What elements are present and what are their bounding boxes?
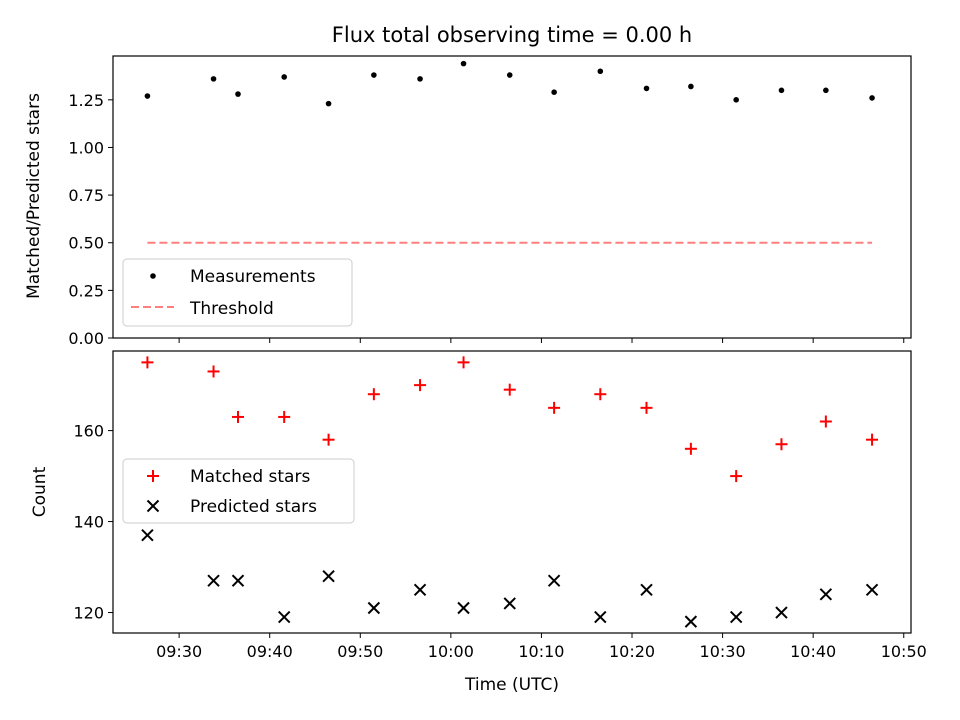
- predicted-star-point: [684, 615, 698, 628]
- measurement-point: [506, 72, 513, 78]
- matched-star-point: [730, 470, 743, 483]
- x-tick-label: 09:40: [247, 642, 293, 661]
- x-tick-label: 10:40: [790, 642, 836, 661]
- matched-star-point: [414, 379, 427, 392]
- measurement-point: [643, 85, 650, 92]
- measurement-point: [210, 76, 217, 82]
- measurements-series: [144, 60, 875, 107]
- legend-predicted-marker: [146, 499, 160, 513]
- top-y-tick-label: 0.25: [68, 281, 104, 300]
- measurement-point: [597, 68, 604, 75]
- matched-star-point: [684, 442, 697, 455]
- top-panel: Flux total observing time = 0.00 h Match…: [24, 23, 912, 348]
- top-y-tick-label: 1.25: [68, 91, 104, 110]
- matched-star-point: [866, 433, 879, 446]
- top-legend-box: [122, 258, 353, 327]
- bottom-y-tick-label: 120: [73, 604, 104, 623]
- bottom-y-tick-label: 140: [73, 513, 104, 532]
- x-axis-label: Time (UTC): [464, 675, 559, 695]
- bottom-y-axis: 120 140 160: [73, 422, 113, 623]
- top-y-tick-label: 0.75: [68, 186, 104, 205]
- predicted-stars-series: [141, 529, 879, 628]
- top-plot-frame: [112, 55, 912, 339]
- top-y-tick-label: 1.00: [68, 138, 104, 157]
- predicted-star-point: [594, 610, 607, 624]
- matched-star-point: [367, 388, 380, 401]
- x-tick-label: 10:20: [609, 642, 655, 661]
- chart-title: Flux total observing time = 0.00 h: [332, 23, 692, 47]
- matched-star-point: [775, 438, 788, 451]
- measurement-point: [733, 97, 739, 103]
- top-y-axis: 0.00 0.25 0.50 0.75 1.00 1.25: [68, 91, 113, 348]
- predicted-star-point: [775, 606, 788, 619]
- measurement-point: [235, 91, 241, 97]
- matched-stars-series: [141, 356, 879, 483]
- bottom-y-tick-label: 160: [73, 422, 104, 441]
- predicted-star-point: [640, 583, 653, 596]
- matched-star-point: [640, 401, 653, 414]
- predicted-star-point: [141, 529, 154, 542]
- measurement-point: [144, 93, 151, 99]
- top-y-tick-label: 0.00: [68, 329, 104, 348]
- matched-star-point: [594, 388, 607, 401]
- matched-star-point: [548, 401, 561, 414]
- predicted-star-point: [547, 574, 561, 587]
- predicted-star-point: [819, 588, 833, 601]
- measurement-point: [551, 89, 557, 96]
- predicted-star-point: [503, 597, 516, 610]
- matched-star-point: [503, 383, 516, 396]
- bottom-panel: 120 140 160 09:30 09:40 09:50 10:00 10:10 10:20…: [30, 350, 927, 695]
- x-tick-label: 10:30: [700, 642, 746, 661]
- legend-measurements-label: Measurements: [190, 267, 316, 287]
- legend-matched-label: Matched stars: [190, 467, 310, 487]
- x-tick-label: 10:50: [881, 642, 927, 661]
- x-tick-label: 10:10: [518, 642, 564, 661]
- legend-measurements-marker: [150, 273, 156, 279]
- legend-predicted-label: Predicted stars: [190, 497, 317, 517]
- measurement-point: [460, 60, 467, 67]
- measurement-point: [371, 72, 377, 78]
- x-tick-label: 10:00: [428, 642, 474, 661]
- matched-star-point: [322, 433, 335, 446]
- measurement-point: [281, 74, 287, 80]
- measurement-point: [417, 76, 423, 82]
- top-x-axis: [178, 338, 905, 343]
- x-tick-label: 09:30: [156, 642, 202, 661]
- matched-star-point: [819, 415, 832, 428]
- bottom-legend-box: [122, 458, 355, 524]
- matched-star-point: [278, 410, 291, 423]
- measurement-point: [869, 95, 875, 101]
- legend-matched-marker: [147, 470, 159, 482]
- measurement-point: [823, 87, 829, 94]
- predicted-star-point: [729, 610, 743, 624]
- predicted-star-point: [277, 610, 291, 624]
- bottom-plot-frame: [112, 350, 912, 634]
- bottom-legend: Matched stars Predicted stars: [122, 458, 355, 524]
- matched-star-point: [207, 365, 220, 378]
- predicted-star-point: [367, 601, 381, 615]
- predicted-star-point: [231, 574, 245, 587]
- bottom-x-axis: 09:30 09:40 09:50 10:00 10:10 10:20 10:30 10:40…: [156, 633, 927, 661]
- bottom-y-axis-label: Count: [30, 466, 50, 517]
- top-y-axis-label: Matched/Predicted stars: [24, 93, 44, 299]
- predicted-star-point: [322, 569, 335, 583]
- measurement-point: [688, 83, 694, 90]
- predicted-star-point: [413, 583, 427, 596]
- predicted-star-point: [865, 583, 879, 596]
- top-legend: Measurements Threshold: [122, 258, 353, 327]
- matched-star-point: [231, 410, 244, 423]
- measurement-point: [778, 87, 785, 94]
- predicted-star-point: [457, 601, 470, 615]
- predicted-star-point: [207, 574, 220, 587]
- matched-star-point: [141, 356, 154, 369]
- matched-star-point: [457, 356, 470, 369]
- legend-threshold-label: Threshold: [189, 299, 274, 319]
- top-y-tick-label: 0.50: [68, 234, 104, 253]
- measurement-point: [325, 100, 332, 107]
- x-tick-label: 09:50: [337, 642, 383, 661]
